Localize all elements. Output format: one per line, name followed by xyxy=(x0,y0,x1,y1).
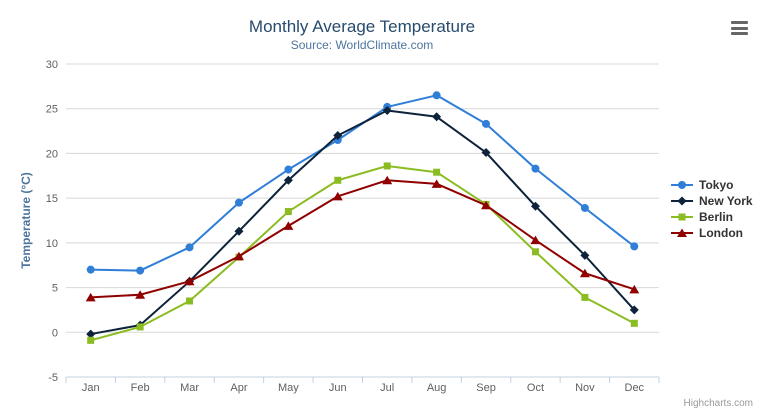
legend-item-london[interactable]: London xyxy=(671,226,743,240)
diamond-marker[interactable] xyxy=(629,305,639,315)
square-marker[interactable] xyxy=(284,208,292,216)
square-marker[interactable] xyxy=(630,319,638,327)
square-marker[interactable] xyxy=(433,168,441,176)
x-axis-label: Mar xyxy=(180,382,199,394)
legend-item-berlin[interactable]: Berlin xyxy=(671,210,733,224)
legend-item-new-york[interactable]: New York xyxy=(671,194,753,208)
y-axis-label: 0 xyxy=(52,327,58,339)
y-axis-label: 10 xyxy=(46,238,58,250)
square-marker[interactable] xyxy=(87,336,95,344)
y-axis-label: 15 xyxy=(46,193,58,205)
circle-marker[interactable] xyxy=(284,165,293,174)
diamond-marker[interactable] xyxy=(283,175,293,185)
x-axis-label: Nov xyxy=(575,382,595,394)
triangle-marker[interactable] xyxy=(382,175,393,185)
x-axis-label: Jan xyxy=(82,382,100,394)
credits-link[interactable]: Highcharts.com xyxy=(684,398,753,409)
legend-item-tokyo[interactable]: Tokyo xyxy=(671,178,733,192)
x-axis-label: Feb xyxy=(131,382,150,394)
square-marker[interactable] xyxy=(334,176,342,184)
hamburger-menu-icon xyxy=(731,21,748,24)
x-axis-label: Jul xyxy=(380,382,394,394)
x-axis-label: Aug xyxy=(427,382,447,394)
y-axis-label: -5 xyxy=(48,372,58,384)
y-axis-label: 5 xyxy=(52,283,58,295)
triangle-marker[interactable] xyxy=(629,284,640,294)
x-axis-label: Dec xyxy=(625,382,645,394)
chart-subtitle: Source: WorldClimate.com xyxy=(291,38,434,52)
series-tokyo xyxy=(86,91,639,275)
y-axis-label: 20 xyxy=(46,148,58,160)
triangle-marker[interactable] xyxy=(233,251,244,261)
x-axis-label: Sep xyxy=(476,382,496,394)
circle-marker[interactable] xyxy=(185,243,194,252)
diamond-marker[interactable] xyxy=(382,106,392,116)
circle-marker[interactable] xyxy=(630,242,639,251)
diamond-marker[interactable] xyxy=(86,329,96,339)
x-axis-label: Oct xyxy=(527,382,544,394)
diamond-marker[interactable] xyxy=(580,250,590,260)
diamond-marker[interactable] xyxy=(234,226,244,236)
circle-marker[interactable] xyxy=(136,266,145,275)
triangle-marker xyxy=(677,228,687,237)
series-line xyxy=(89,164,636,342)
legend-item-label: New York xyxy=(699,194,753,208)
triangle-marker[interactable] xyxy=(530,235,541,245)
square-marker[interactable] xyxy=(136,323,144,331)
diamond-marker[interactable] xyxy=(481,148,491,158)
legend-item-label: Tokyo xyxy=(699,178,733,192)
square-marker xyxy=(678,213,686,221)
y-axis-label: 25 xyxy=(46,104,58,116)
diamond-marker[interactable] xyxy=(530,201,540,211)
axes-layer: 30 25 20 15 10 5 0 -5 Jan Feb Mar Apr May Jun Jul Aug Se… xyxy=(19,59,660,394)
diamond-marker xyxy=(677,196,687,206)
triangle-marker[interactable] xyxy=(283,221,294,230)
triangle-marker[interactable] xyxy=(85,292,96,302)
triangle-marker[interactable] xyxy=(481,200,492,210)
legend-item-label: London xyxy=(699,226,743,240)
circle-marker[interactable] xyxy=(86,265,95,274)
diamond-marker[interactable] xyxy=(432,112,442,122)
diamond-marker[interactable] xyxy=(333,131,343,141)
square-marker[interactable] xyxy=(186,297,194,305)
square-marker[interactable] xyxy=(383,162,391,170)
export-menu-button[interactable] xyxy=(731,20,750,36)
y-axis-label: 30 xyxy=(46,59,58,71)
chart-title: Monthly Average Temperature xyxy=(249,17,475,36)
circle-marker xyxy=(678,181,686,189)
x-axis-label: Apr xyxy=(230,382,247,394)
x-axis-label: Jun xyxy=(329,382,347,394)
triangle-marker[interactable] xyxy=(431,179,442,188)
triangle-marker[interactable] xyxy=(135,290,146,299)
legend-item-label: Berlin xyxy=(699,210,733,224)
triangle-marker[interactable] xyxy=(579,268,590,278)
series-london xyxy=(85,175,640,302)
triangle-marker[interactable] xyxy=(332,191,343,201)
x-axis-label: May xyxy=(278,382,299,394)
square-marker[interactable] xyxy=(581,293,589,301)
series-layer xyxy=(85,91,640,344)
hamburger-menu-icon xyxy=(731,26,748,30)
legend: Tokyo New York Berlin London xyxy=(671,178,753,240)
series-line xyxy=(89,179,636,299)
series-line xyxy=(89,109,636,336)
circle-marker[interactable] xyxy=(580,203,589,212)
square-marker[interactable] xyxy=(531,248,539,256)
hamburger-menu-icon xyxy=(731,32,748,35)
y-axis-title: Temperature (°C) xyxy=(19,172,33,269)
circle-marker[interactable] xyxy=(234,198,243,207)
circle-marker[interactable] xyxy=(432,91,441,100)
circle-marker[interactable] xyxy=(531,164,540,173)
triangle-marker[interactable] xyxy=(184,276,195,286)
series-new-york xyxy=(86,106,639,339)
circle-marker[interactable] xyxy=(482,119,491,128)
series-line xyxy=(89,94,636,272)
